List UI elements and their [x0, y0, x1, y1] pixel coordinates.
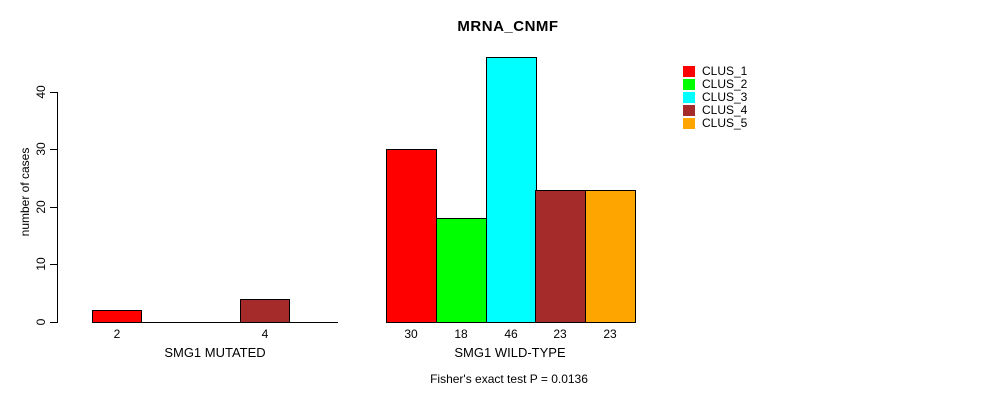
y-axis-label: number of cases: [18, 147, 32, 237]
bar-clus_4-group-1: [535, 190, 586, 323]
bar-clus_4-group-0: [240, 299, 290, 323]
legend-label-clus_4: CLUS_4: [702, 103, 748, 117]
y-tick-40: [50, 92, 57, 93]
bar-clus_3-group-1: [486, 57, 537, 323]
bar-clus_1-group-1: [386, 149, 437, 323]
legend-row-clus_3: CLUS_3: [683, 91, 747, 104]
legend-swatch-clus_2: [683, 79, 695, 90]
legend: CLUS_1 CLUS_2 CLUS_3 CLUS_4 CLUS_5: [683, 65, 747, 130]
x-baseline-group-0: [92, 322, 338, 323]
legend-label-clus_2: CLUS_2: [702, 77, 748, 91]
y-tick-label-40: 40: [34, 85, 48, 99]
y-tick-0: [50, 322, 57, 323]
legend-swatch-clus_1: [683, 66, 695, 77]
legend-label-clus_1: CLUS_1: [702, 64, 748, 78]
legend-row-clus_4: CLUS_4: [683, 104, 747, 117]
legend-row-clus_2: CLUS_2: [683, 78, 747, 91]
y-tick-10: [50, 264, 57, 265]
bar-count-label-group-1-clus_5: 23: [603, 327, 617, 341]
y-tick-label-20: 20: [34, 200, 48, 214]
y-tick-label-10: 10: [34, 257, 48, 271]
bar-count-label-group-1-clus_1: 30: [404, 327, 418, 341]
legend-swatch-clus_5: [683, 118, 695, 129]
bar-count-label-group-1-clus_4: 23: [553, 327, 567, 341]
legend-label-clus_5: CLUS_5: [702, 116, 748, 130]
y-tick-label-30: 30: [34, 142, 48, 156]
bar-count-label-group-0-clus_1: 2: [113, 327, 121, 341]
x-axis-label-smg1-wild-type: SMG1 WILD-TYPE: [454, 345, 566, 360]
y-tick-label-0: 0: [34, 318, 48, 326]
y-axis-line: [57, 92, 58, 323]
bar-clus_5-group-1: [585, 190, 636, 323]
y-tick-30: [50, 149, 57, 150]
bar-clus_1-group-0: [92, 310, 142, 323]
bar-clus_2-group-1: [436, 218, 487, 323]
chart-title: MRNA_CNMF: [457, 18, 559, 35]
bar-count-label-group-0-clus_4: 4: [261, 327, 269, 341]
legend-label-clus_3: CLUS_3: [702, 90, 748, 104]
legend-swatch-clus_3: [683, 92, 695, 103]
legend-row-clus_5: CLUS_5: [683, 117, 747, 130]
legend-row-clus_1: CLUS_1: [683, 65, 747, 78]
bar-count-label-group-1-clus_2: 18: [454, 327, 468, 341]
y-tick-20: [50, 207, 57, 208]
legend-swatch-clus_4: [683, 105, 695, 116]
x-axis-label-smg1-mutated: SMG1 MUTATED: [164, 345, 266, 360]
footnote-fisher-test: Fisher's exact test P = 0.0136: [430, 372, 588, 386]
bar-count-label-group-1-clus_3: 46: [504, 327, 518, 341]
